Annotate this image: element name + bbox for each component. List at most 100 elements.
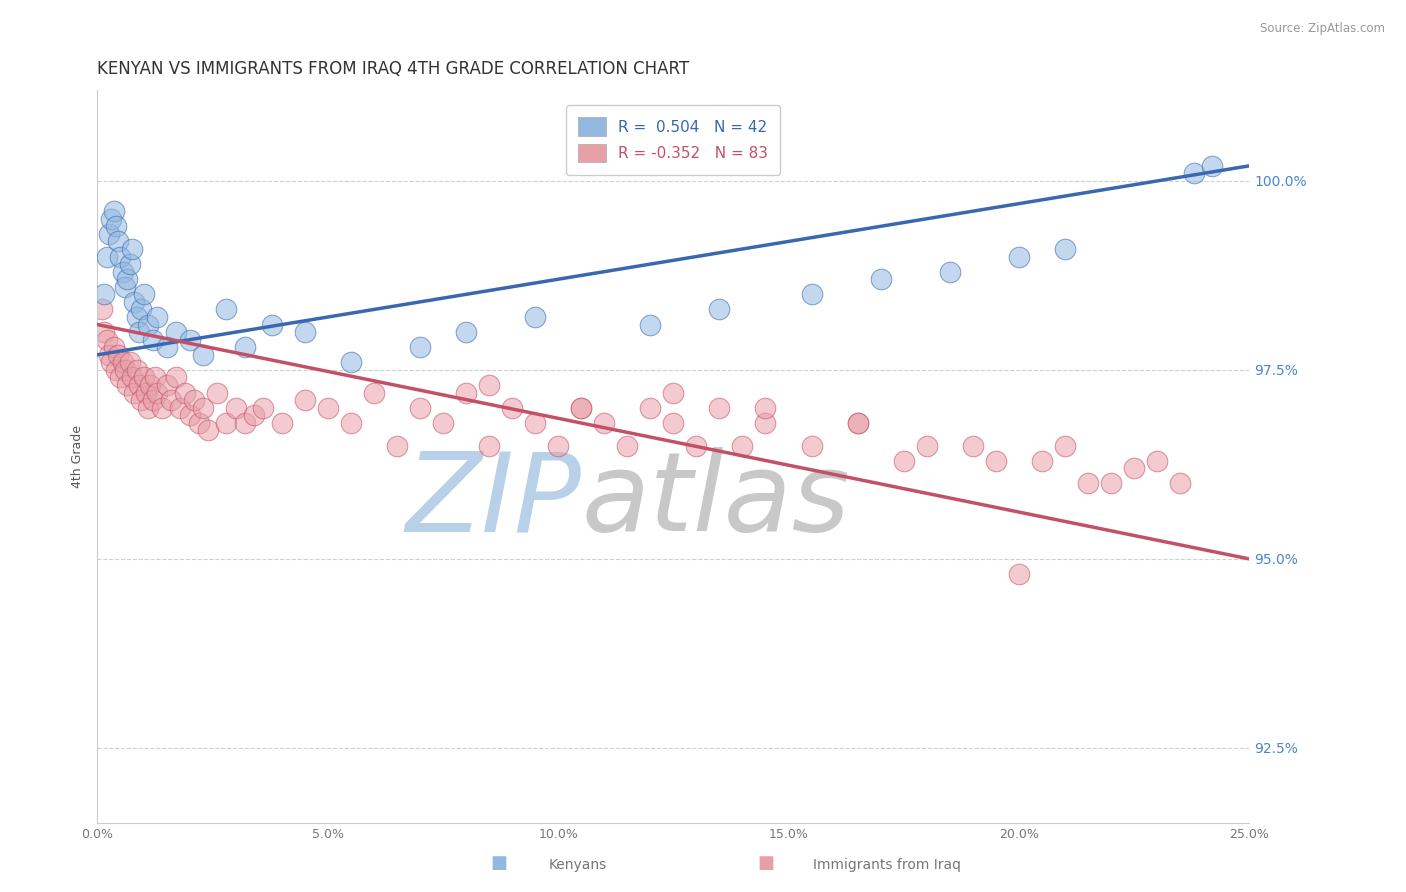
Point [136,318,159,332]
Point [107,235,129,249]
Point [316,401,339,415]
Point [569,401,592,415]
Point [233,340,256,354]
Point [111,355,134,369]
Point [709,302,731,317]
Point [132,287,155,301]
Point [104,219,127,234]
Point [569,401,592,415]
Point [193,348,215,362]
Point [110,370,132,384]
Point [962,438,984,452]
Point [100,211,122,226]
Point [179,409,201,423]
Y-axis label: 4th Grade: 4th Grade [72,425,84,488]
Point [731,438,754,452]
Text: ■: ■ [758,855,775,872]
Point [1168,476,1191,491]
Point [100,355,122,369]
Point [150,401,173,415]
Point [97,227,120,241]
Point [1123,461,1146,475]
Point [110,250,132,264]
Text: ■: ■ [491,855,508,872]
Point [501,401,523,415]
Point [1182,166,1205,180]
Point [800,287,823,301]
Point [205,385,228,400]
Point [129,393,152,408]
Point [432,416,454,430]
Point [197,424,219,438]
Point [93,325,115,339]
Point [270,416,292,430]
Point [454,325,477,339]
Point [478,438,501,452]
Point [132,370,155,384]
Point [524,310,547,324]
Point [340,416,363,430]
Point [262,318,284,332]
Point [114,280,136,294]
Point [616,438,638,452]
Point [685,438,707,452]
Point [187,416,209,430]
Point [117,378,139,392]
Point [478,378,501,392]
Point [142,333,165,347]
Point [754,416,776,430]
Point [800,438,823,452]
Point [139,378,162,392]
Point [91,302,114,317]
Point [294,325,316,339]
Text: Kenyans: Kenyans [548,858,606,872]
Point [174,385,197,400]
Point [638,401,661,415]
Point [160,393,183,408]
Point [1008,250,1031,264]
Point [1008,567,1031,582]
Text: atlas: atlas [581,448,849,554]
Point [103,340,125,354]
Point [125,363,148,377]
Point [169,401,191,415]
Point [135,385,157,400]
Point [215,302,238,317]
Point [984,453,1007,467]
Point [869,272,891,286]
Point [111,265,134,279]
Point [129,302,152,317]
Point [409,401,432,415]
Point [754,401,776,415]
Point [662,416,685,430]
Point [146,385,169,400]
Point [1099,476,1122,491]
Legend: R =  0.504   N = 42, R = -0.352   N = 83: R = 0.504 N = 42, R = -0.352 N = 83 [567,105,780,175]
Point [638,318,661,332]
Point [593,416,616,430]
Point [114,363,136,377]
Point [938,265,960,279]
Point [124,385,146,400]
Point [143,370,166,384]
Point [893,453,915,467]
Point [155,340,177,354]
Point [136,401,159,415]
Point [1146,453,1168,467]
Point [96,333,118,347]
Point [121,370,143,384]
Point [97,348,120,362]
Point [340,355,363,369]
Point [128,378,150,392]
Text: ZIP: ZIP [405,448,581,554]
Point [124,294,146,309]
Point [165,325,187,339]
Point [104,363,127,377]
Point [846,416,869,430]
Point [121,242,143,256]
Point [117,272,139,286]
Point [179,333,201,347]
Point [165,370,187,384]
Point [103,204,125,219]
Point [118,355,141,369]
